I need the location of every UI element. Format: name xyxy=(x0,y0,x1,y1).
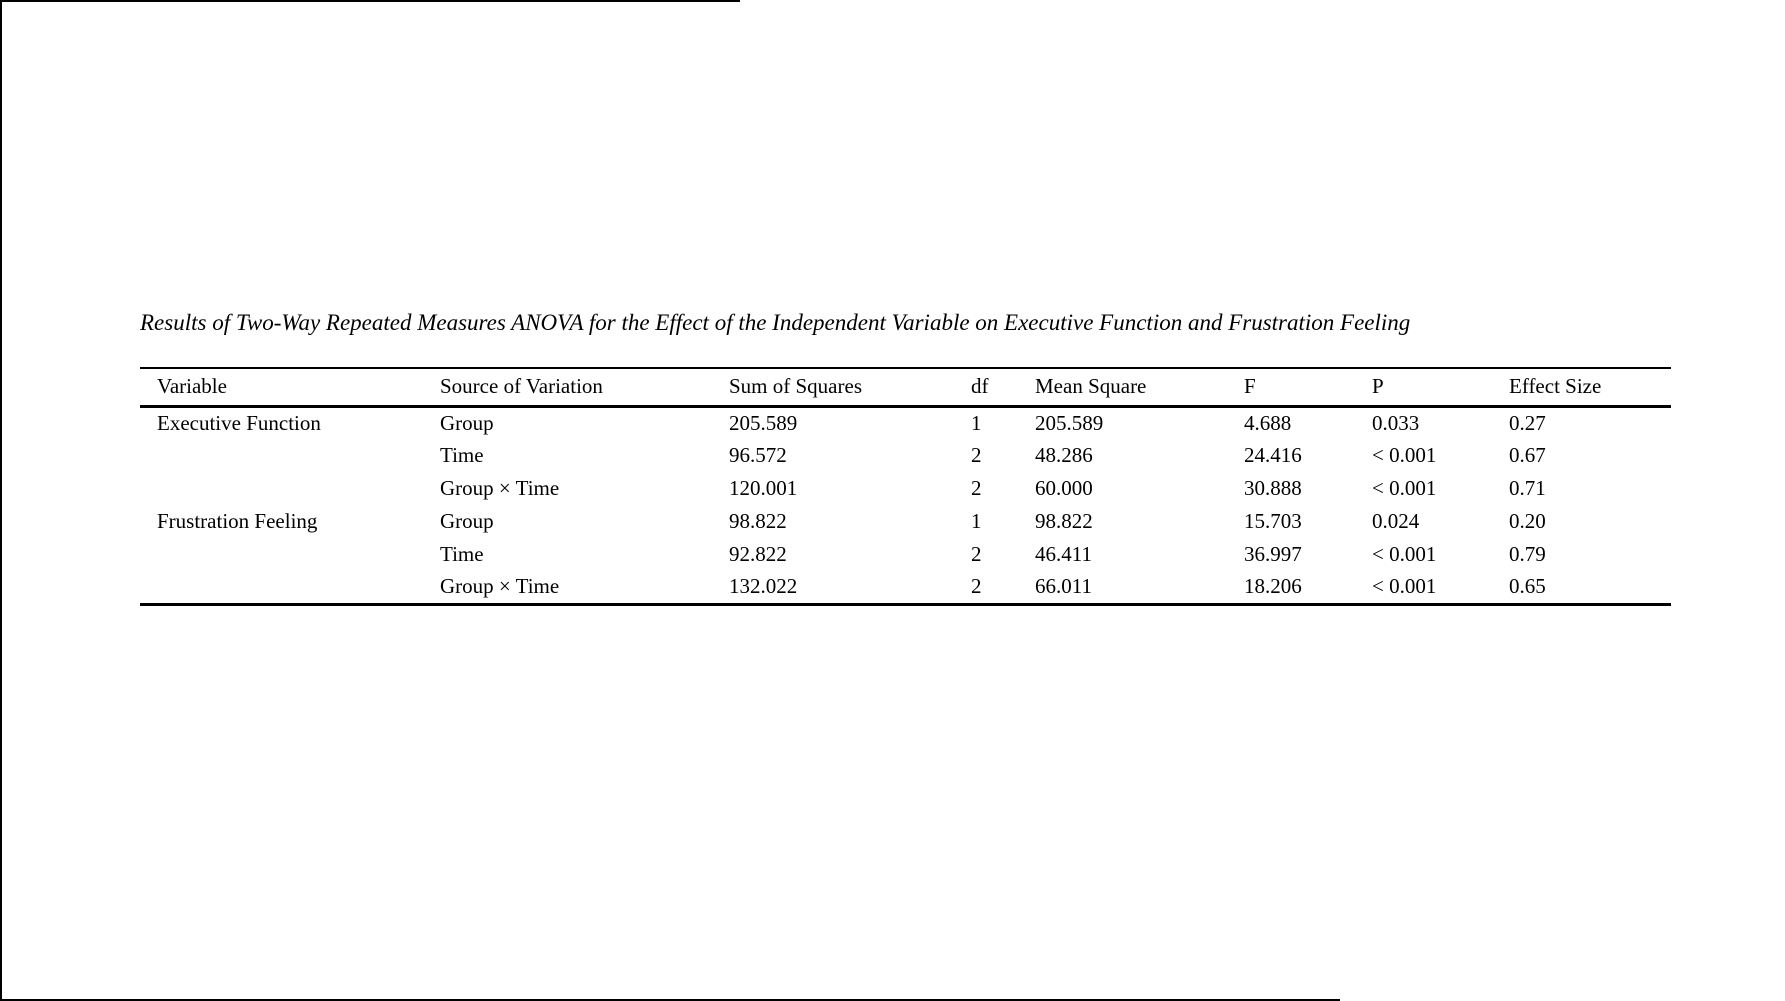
col-header-source-of-variation: Source of Variation xyxy=(440,368,729,408)
cell-variable xyxy=(140,571,440,604)
cell-df: 2 xyxy=(971,476,982,500)
table-row: Time 92.822 2 46.411 36.997 < 0.001 0.79 xyxy=(140,538,1671,571)
cell-source: Group × Time xyxy=(440,574,560,599)
cell-sum-of-squares: 132.022 xyxy=(729,574,798,599)
col-header-variable: Variable xyxy=(140,368,440,408)
cell-p: 0.024 xyxy=(1372,509,1420,533)
col-header-f: F xyxy=(1244,368,1372,408)
cell-variable: Executive Function xyxy=(157,410,321,435)
cell-f: 4.688 xyxy=(1244,410,1292,435)
cell-variable xyxy=(140,472,440,505)
cell-mean-square: 46.411 xyxy=(1035,542,1092,566)
table-header-row: Variable Source of Variation Sum of Squa… xyxy=(140,368,1671,408)
cell-variable: Frustration Feeling xyxy=(157,509,318,533)
table-row: Group × Time 120.001 2 60.000 30.888 < 0… xyxy=(140,472,1671,505)
cell-mean-square: 98.822 xyxy=(1035,509,1093,533)
cell-df: 2 xyxy=(971,574,982,599)
cell-p: < 0.001 xyxy=(1372,476,1437,500)
cell-sum-of-squares: 98.822 xyxy=(729,509,787,533)
cell-df: 1 xyxy=(971,509,982,533)
cell-mean-square: 66.011 xyxy=(1035,574,1092,599)
col-header-effect-size: Effect Size xyxy=(1509,368,1671,408)
cell-source: Time xyxy=(440,443,484,467)
cell-f: 36.997 xyxy=(1244,542,1302,566)
cell-f: 15.703 xyxy=(1244,509,1302,533)
cell-f: 24.416 xyxy=(1244,443,1302,467)
cell-p: < 0.001 xyxy=(1372,574,1437,599)
cell-variable xyxy=(140,538,440,571)
col-header-mean-square: Mean Square xyxy=(1035,368,1244,408)
cell-sum-of-squares: 120.001 xyxy=(729,476,798,500)
cell-sum-of-squares: 96.572 xyxy=(729,443,787,467)
table-row: Frustration Feeling Group 98.822 1 98.82… xyxy=(140,505,1671,538)
cell-sum-of-squares: 92.822 xyxy=(729,542,787,566)
cell-mean-square: 48.286 xyxy=(1035,443,1093,467)
cell-effect-size: 0.27 xyxy=(1509,410,1546,435)
cell-effect-size: 0.20 xyxy=(1509,509,1546,533)
cell-effect-size: 0.67 xyxy=(1509,443,1546,467)
table-row: Executive Function Group 205.589 1 205.5… xyxy=(140,406,1671,439)
cell-df: 1 xyxy=(971,410,982,435)
col-header-df: df xyxy=(971,368,1035,408)
col-header-sum-of-squares: Sum of Squares xyxy=(729,368,971,408)
cell-f: 18.206 xyxy=(1244,574,1302,599)
table-row: Group × Time 132.022 2 66.011 18.206 < 0… xyxy=(140,571,1671,604)
cell-df: 2 xyxy=(971,542,982,566)
cell-sum-of-squares: 205.589 xyxy=(729,410,798,435)
cell-source: Group xyxy=(440,509,494,533)
cell-p: < 0.001 xyxy=(1372,443,1437,467)
table-row: Time 96.572 2 48.286 24.416 < 0.001 0.67 xyxy=(140,439,1671,472)
cell-p: 0.033 xyxy=(1372,410,1420,435)
cell-source: Time xyxy=(440,542,484,566)
cell-effect-size: 0.65 xyxy=(1509,574,1546,599)
page-edge-left xyxy=(0,0,2,1001)
page-edge-bottom xyxy=(0,999,1340,1001)
cell-p: < 0.001 xyxy=(1372,542,1437,566)
cell-mean-square: 205.589 xyxy=(1035,410,1104,435)
anova-table: Variable Source of Variation Sum of Squa… xyxy=(140,367,1671,606)
table-block: Results of Two-Way Repeated Measures ANO… xyxy=(140,309,1671,606)
cell-df: 2 xyxy=(971,443,982,467)
cell-mean-square: 60.000 xyxy=(1035,476,1093,500)
cell-source: Group × Time xyxy=(440,476,560,500)
page-edge-top xyxy=(0,0,740,2)
cell-effect-size: 0.79 xyxy=(1509,542,1546,566)
cell-effect-size: 0.71 xyxy=(1509,476,1546,500)
col-header-p: P xyxy=(1372,368,1509,408)
cell-variable xyxy=(140,439,440,472)
cell-source: Group xyxy=(440,410,494,435)
table-caption: Results of Two-Way Repeated Measures ANO… xyxy=(140,310,1411,335)
cell-f: 30.888 xyxy=(1244,476,1302,500)
